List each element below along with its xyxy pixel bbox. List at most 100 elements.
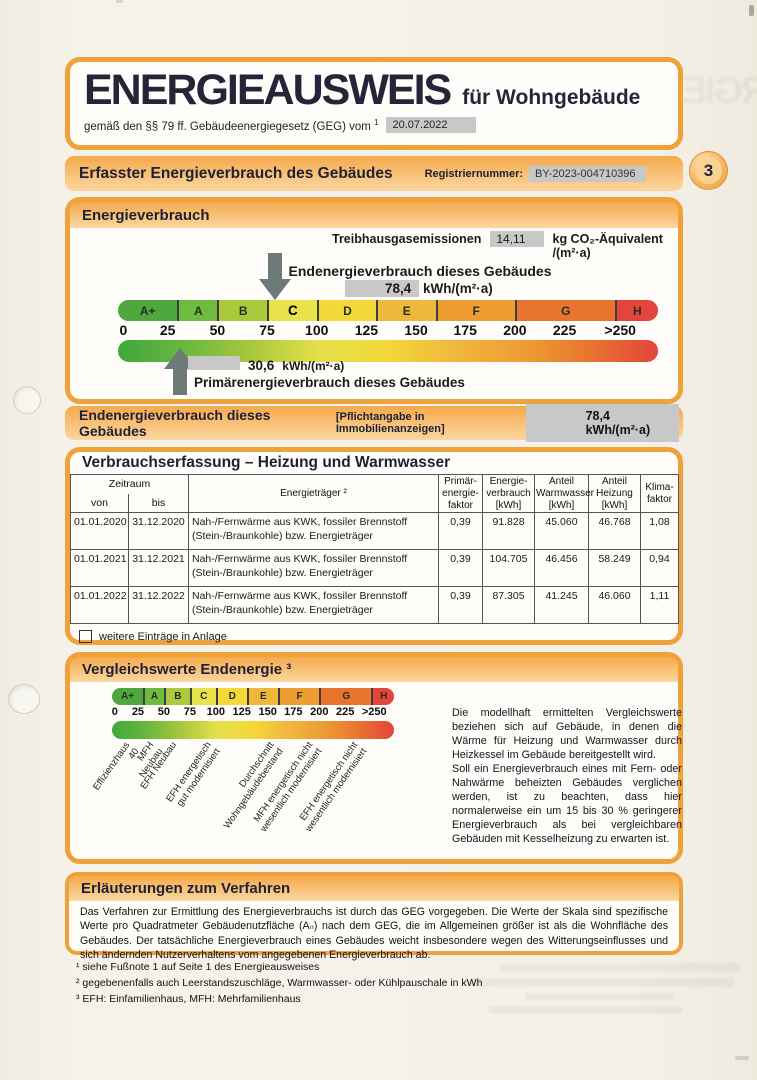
gradient-band — [112, 721, 394, 739]
section-bar-erfasster-energieverbrauch: Erfasster Energieverbrauch des Gebäudes … — [65, 156, 683, 191]
cell-heizung: 46.060 — [588, 586, 641, 625]
page-number: 3 — [695, 157, 722, 184]
comparison-note: Die modellhaft ermittelten Vergleichswer… — [452, 706, 682, 846]
column-anteil-warmwasser: Anteil Warmwasser [kWh] — [534, 473, 594, 514]
class-segment-B: B — [163, 688, 190, 705]
ghost-bleedthrough — [525, 993, 675, 1001]
tick-label: 100 — [206, 706, 225, 718]
registration-number-value: BY-2023-004710396 — [529, 165, 646, 182]
cell-von: 01.01.2021 — [70, 549, 129, 588]
cell-ww: 46.456 — [534, 549, 589, 588]
tick-label: 0 — [111, 706, 118, 718]
cell-traeger: Nah-/Fernwärme aus KWK, fossiler Brennst… — [188, 549, 439, 588]
end-energy-value-line: 78,4 kWh/(m²·a) — [345, 280, 493, 297]
table-row: 01.01.2022 31.12.2022 Nah-/Fernwärme aus K… — [70, 586, 679, 625]
ghost-bleedthrough — [500, 963, 740, 972]
section-bar-title: Erfasster Energieverbrauch des Gebäudes — [79, 164, 393, 182]
class-segment-E: E — [246, 688, 278, 705]
comparison-note-paragraph-1: Die modellhaft ermittelten Vergleichswer… — [452, 707, 682, 762]
scale-ticks: 0 25 50 75 100 125 150 175 200 225 >250 — [118, 323, 658, 339]
energy-class-scale: A+ A B C D E F G H 0 25 50 75 100 125 150 175 200 225 >250 — [118, 300, 658, 362]
tick-label: 200 — [503, 322, 527, 338]
consumption-table-header: Zeitraum Energieträger ² Primär- energie… — [70, 473, 679, 514]
comparison-reference-labels: Effizienzhaus 40 MFH Neubau EFH Neubau EFH … — [91, 738, 394, 858]
cell-verbrauch: 104.705 — [482, 549, 535, 588]
primary-energy-value: 30,6 — [248, 358, 275, 373]
ghost-bleedthrough — [470, 978, 735, 987]
primary-energy-label: Primärenergieverbrauch dieses Gebäudes — [194, 375, 465, 390]
column-von: von — [70, 493, 129, 514]
registration-number-label: Registriernummer: — [424, 167, 524, 180]
class-segment-D: D — [215, 688, 247, 705]
method-explanations-box: Erläuterungen zum Verfahren Das Verfahre… — [65, 872, 683, 961]
tick-label: 150 — [258, 706, 277, 718]
class-segment-F: F — [435, 300, 515, 321]
scan-speck — [116, 0, 123, 3]
end-energy-label: Endenergieverbrauch dieses Gebäudes — [288, 263, 552, 279]
consumption-records-box: Verbrauchserfassung – Heizung und Warmwa… — [65, 447, 683, 645]
tick-label: 75 — [183, 706, 196, 718]
cell-heizung: 46.768 — [588, 512, 641, 551]
law-reference-text: gemäß den §§ 79 ff. Gebäudeenergiegesetz… — [84, 117, 379, 133]
mandatory-bar-title: Endenergieverbrauch dieses Gebäudes — [79, 407, 271, 439]
law-reference-line: gemäß den §§ 79 ff. Gebäudeenergiegesetz… — [84, 117, 678, 133]
cell-ww: 45.060 — [534, 512, 589, 551]
class-segment-B: B — [217, 300, 268, 321]
tick-label: 125 — [354, 322, 379, 338]
comparison-class-scale: A+ A B C D E F G H 0 25 50 75 100 125 150 175 200 225 >250 — [112, 688, 394, 739]
comparison-values-content: A+ A B C D E F G H 0 25 50 75 100 125 150 175 200 225 >250… — [70, 682, 682, 860]
mandatory-bar-bracket: [Pflichtangabe in Immobilienanzeigen] — [335, 411, 445, 435]
tick-label: 100 — [305, 322, 329, 338]
column-bis: bis — [128, 493, 189, 514]
document-subtitle: für Wohngebäude — [462, 86, 641, 109]
gradient-band — [118, 340, 658, 362]
primary-energy-value-line: 30,6 kWh/(m²·a) — [188, 356, 344, 373]
tick-label: 0 — [119, 322, 128, 338]
cell-verbrauch: 87.305 — [482, 586, 535, 625]
arrow-up-icon — [163, 348, 196, 369]
cell-pef: 0,39 — [438, 586, 483, 625]
consumption-table-body: 01.01.2020 31.12.2020 Nah-/Fernwärme aus K… — [70, 512, 679, 625]
consumption-records-heading: Verbrauchserfassung – Heizung und Warmwa… — [82, 454, 451, 471]
cell-bis: 31.12.2021 — [128, 549, 189, 588]
column-zeitraum: Zeitraum — [70, 473, 189, 494]
tick-label: 50 — [209, 322, 226, 338]
footnote-ref-1: 1 — [374, 117, 379, 127]
scan-speck — [749, 5, 754, 16]
cell-traeger: Nah-/Fernwärme aus KWK, fossiler Brennst… — [188, 512, 439, 551]
tick-label: 175 — [453, 322, 477, 338]
footnote: ² gegebenenfalls auch Leerstandszuschläg… — [76, 976, 483, 989]
tick-label: 125 — [232, 706, 251, 718]
column-klimafaktor: Klima- faktor — [640, 473, 679, 514]
end-energy-unit: kWh/(m²·a) — [423, 281, 493, 296]
energy-scale-area: A+ A B C D E F G H 0 25 50 75 100 125 150 175 200 225 >250 — [118, 253, 658, 395]
cell-verbrauch: 91.828 — [482, 512, 535, 551]
cell-klima: 1,11 — [640, 586, 679, 625]
arrow-stem — [172, 369, 187, 395]
footnote: ³ EFH: Einfamilienhaus, MFH: Mehrfamilie… — [76, 992, 301, 1005]
class-band: A+ A B C D E F G H — [112, 688, 394, 705]
class-segment-A+: A+ — [112, 688, 144, 705]
comparison-values-heading: Vergleichswerte Endenergie ³ — [70, 657, 678, 682]
comparison-note-paragraph-2: Soll ein Energieverbrauch eines mit Fern… — [452, 763, 682, 846]
document-title: ENERGIEAUSWEIS — [84, 66, 452, 114]
column-primaerenergiefaktor: Primär- energie- faktor — [438, 473, 483, 514]
scale-ticks: 0 25 50 75 100 125 150 175 200 225 >250 — [112, 706, 394, 719]
tick-label: 50 — [157, 706, 170, 718]
primary-energy-unit: kWh/(m²·a) — [282, 359, 345, 373]
energy-consumption-content: Treibhausgasemissionen 14,11 kg CO₂-Äqui… — [70, 228, 678, 399]
table-row: 01.01.2020 31.12.2020 Nah-/Fernwärme aus K… — [70, 512, 679, 551]
ghost-bleedthrough — [488, 1006, 683, 1014]
more-entries-label: weitere Einträge in Anlage — [99, 630, 227, 643]
tick-label: 75 — [259, 322, 275, 338]
cell-traeger: Nah-/Fernwärme aus KWK, fossiler Brennst… — [188, 586, 439, 625]
tick-label: 200 — [310, 706, 329, 718]
primary-energy-highlight — [188, 356, 240, 370]
tick-label: 175 — [284, 706, 303, 718]
ghg-emissions-value: 14,11 — [490, 231, 544, 247]
cell-pef: 0,39 — [438, 549, 483, 588]
cell-heizung: 58.249 — [588, 549, 641, 588]
cell-von: 01.01.2020 — [70, 512, 129, 551]
geg-date-value: 20.07.2022 — [386, 117, 476, 133]
class-segment-G: G — [319, 688, 372, 705]
